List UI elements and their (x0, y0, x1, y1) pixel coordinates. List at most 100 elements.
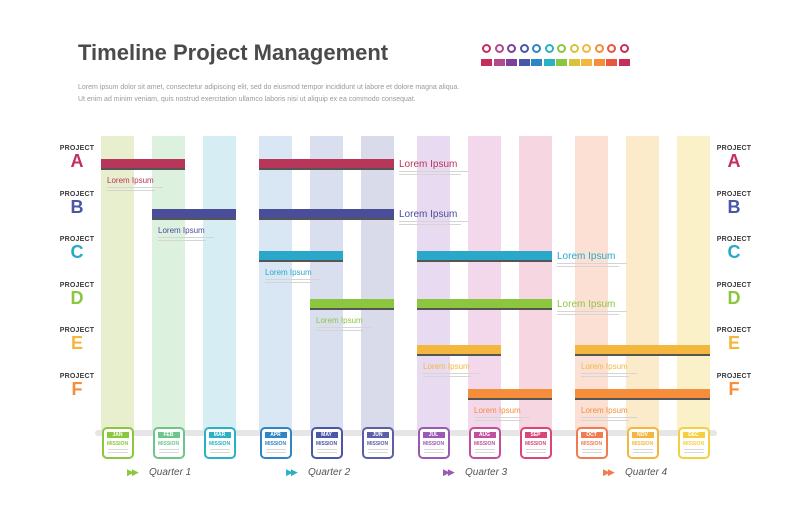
task-label-a-2: Lorem Ipsum (399, 159, 457, 170)
month-name: APR (264, 432, 287, 438)
task-label-a-1: Lorem Ipsum (107, 176, 154, 185)
month-column-oct (575, 136, 608, 432)
month-text-line (367, 452, 388, 453)
task-bar-c-2 (417, 251, 552, 260)
task-bar-a-2 (259, 159, 394, 168)
label-line-b-1-b (158, 240, 206, 241)
label-line-c-2-a (557, 263, 627, 264)
quarter-arrow-icon: ▶▶ (603, 467, 615, 477)
month-column-apr (259, 136, 292, 432)
task-bar-a-1 (101, 159, 185, 168)
project-key: B (727, 197, 741, 217)
month-marker-oct: OCT MISSION (575, 427, 608, 459)
project-caption: PROJECT (59, 327, 95, 334)
quarter-arrow-icon: ▶▶ (286, 467, 298, 477)
month-mission: MISSION (157, 441, 180, 447)
month-mission: MISSION (580, 441, 603, 447)
label-line-a-2-b (399, 174, 461, 175)
month-text-line (316, 449, 337, 450)
task-bar-shadow-e-1 (417, 354, 501, 356)
label-line-c-1-b (265, 282, 313, 283)
month-mission: MISSION (366, 441, 389, 447)
task-label-c-2: Lorem Ipsum (557, 251, 615, 262)
palette-swatch (531, 59, 542, 66)
label-line-a-1-a (107, 187, 163, 188)
month-text-line (474, 449, 495, 450)
month-text-line (265, 449, 286, 450)
task-bar-f-1 (468, 389, 552, 398)
page-title: Timeline Project Management (78, 40, 389, 65)
palette-swatch (518, 59, 530, 66)
project-caption: PROJECT (716, 327, 752, 334)
palette-swatch (506, 59, 517, 66)
project-caption: PROJECT (716, 236, 752, 243)
label-line-d-1-a (316, 327, 372, 328)
palette-circle (494, 44, 504, 53)
month-name: JAN (106, 432, 129, 438)
month-text-line (683, 452, 704, 453)
month-text-line (474, 452, 495, 453)
timeline-strip (95, 430, 717, 436)
project-key: E (727, 333, 740, 353)
project-label-c-left: PROJECT C (57, 236, 97, 261)
task-bar-b-2 (259, 209, 394, 218)
project-label-d-left: PROJECT D (57, 282, 97, 307)
month-name: AUG (473, 432, 496, 438)
label-line-d-2-a (557, 311, 627, 312)
label-line-b-2-b (399, 224, 461, 225)
project-caption: PROJECT (59, 145, 95, 152)
label-line-d-2-b (557, 314, 619, 315)
month-marker-dec: DEC MISSION (677, 427, 710, 459)
task-bar-shadow-f-2 (575, 398, 710, 400)
quarter-label-4: Quarter 4 (625, 467, 668, 478)
month-marker-may: MAY MISSION (310, 427, 343, 459)
month-column-sep (519, 136, 552, 432)
project-key: F (728, 379, 740, 399)
month-text-line (107, 449, 128, 450)
month-mission: MISSION (422, 441, 445, 447)
palette-circle (532, 44, 541, 53)
palette-swatch (568, 59, 580, 66)
project-key: A (70, 151, 84, 171)
project-label-d-right: PROJECT D (714, 282, 754, 307)
task-label-f-1: Lorem Ipsum (474, 406, 521, 415)
project-label-a-right: PROJECT A (714, 145, 754, 170)
project-caption: PROJECT (59, 191, 95, 198)
month-name: OCT (580, 432, 603, 438)
month-text-line (158, 452, 179, 453)
task-bar-f-2 (575, 389, 710, 398)
palette-circle (557, 44, 566, 53)
month-mission: MISSION (682, 441, 705, 447)
month-text-line (423, 449, 444, 450)
project-label-f-right: PROJECT F (714, 373, 754, 398)
palette-circle (607, 44, 616, 53)
task-bar-shadow-f-1 (468, 398, 552, 400)
task-label-c-1: Lorem Ipsum (265, 268, 312, 277)
label-line-a-1-b (107, 190, 155, 191)
month-mission: MISSION (264, 441, 287, 447)
month-text-line (107, 452, 128, 453)
month-mission: MISSION (631, 441, 654, 447)
month-text-line (632, 449, 653, 450)
month-mission: MISSION (524, 441, 547, 447)
month-text-line (581, 449, 602, 450)
label-line-e-1-b (423, 376, 471, 377)
task-label-f-2: Lorem Ipsum (581, 406, 628, 415)
palette-swatch (581, 59, 592, 66)
task-label-d-1: Lorem Ipsum (316, 316, 363, 325)
month-text-line (581, 452, 602, 453)
task-bar-d-2 (417, 299, 552, 308)
month-marker-mar: MAR MISSION (203, 427, 236, 459)
month-marker-feb: FEB MISSION (152, 427, 185, 459)
project-label-c-right: PROJECT C (714, 236, 754, 261)
task-bar-shadow-c-1 (259, 260, 343, 262)
project-caption: PROJECT (59, 236, 95, 243)
month-mission: MISSION (106, 441, 129, 447)
palette-swatch (493, 59, 505, 66)
project-caption: PROJECT (59, 282, 95, 289)
task-bar-e-2 (575, 345, 710, 354)
task-label-e-1: Lorem Ipsum (423, 362, 470, 371)
task-label-d-2: Lorem Ipsum (557, 299, 615, 310)
quarter-arrow-icon: ▶▶ (443, 467, 455, 477)
palette-circle (544, 44, 554, 53)
